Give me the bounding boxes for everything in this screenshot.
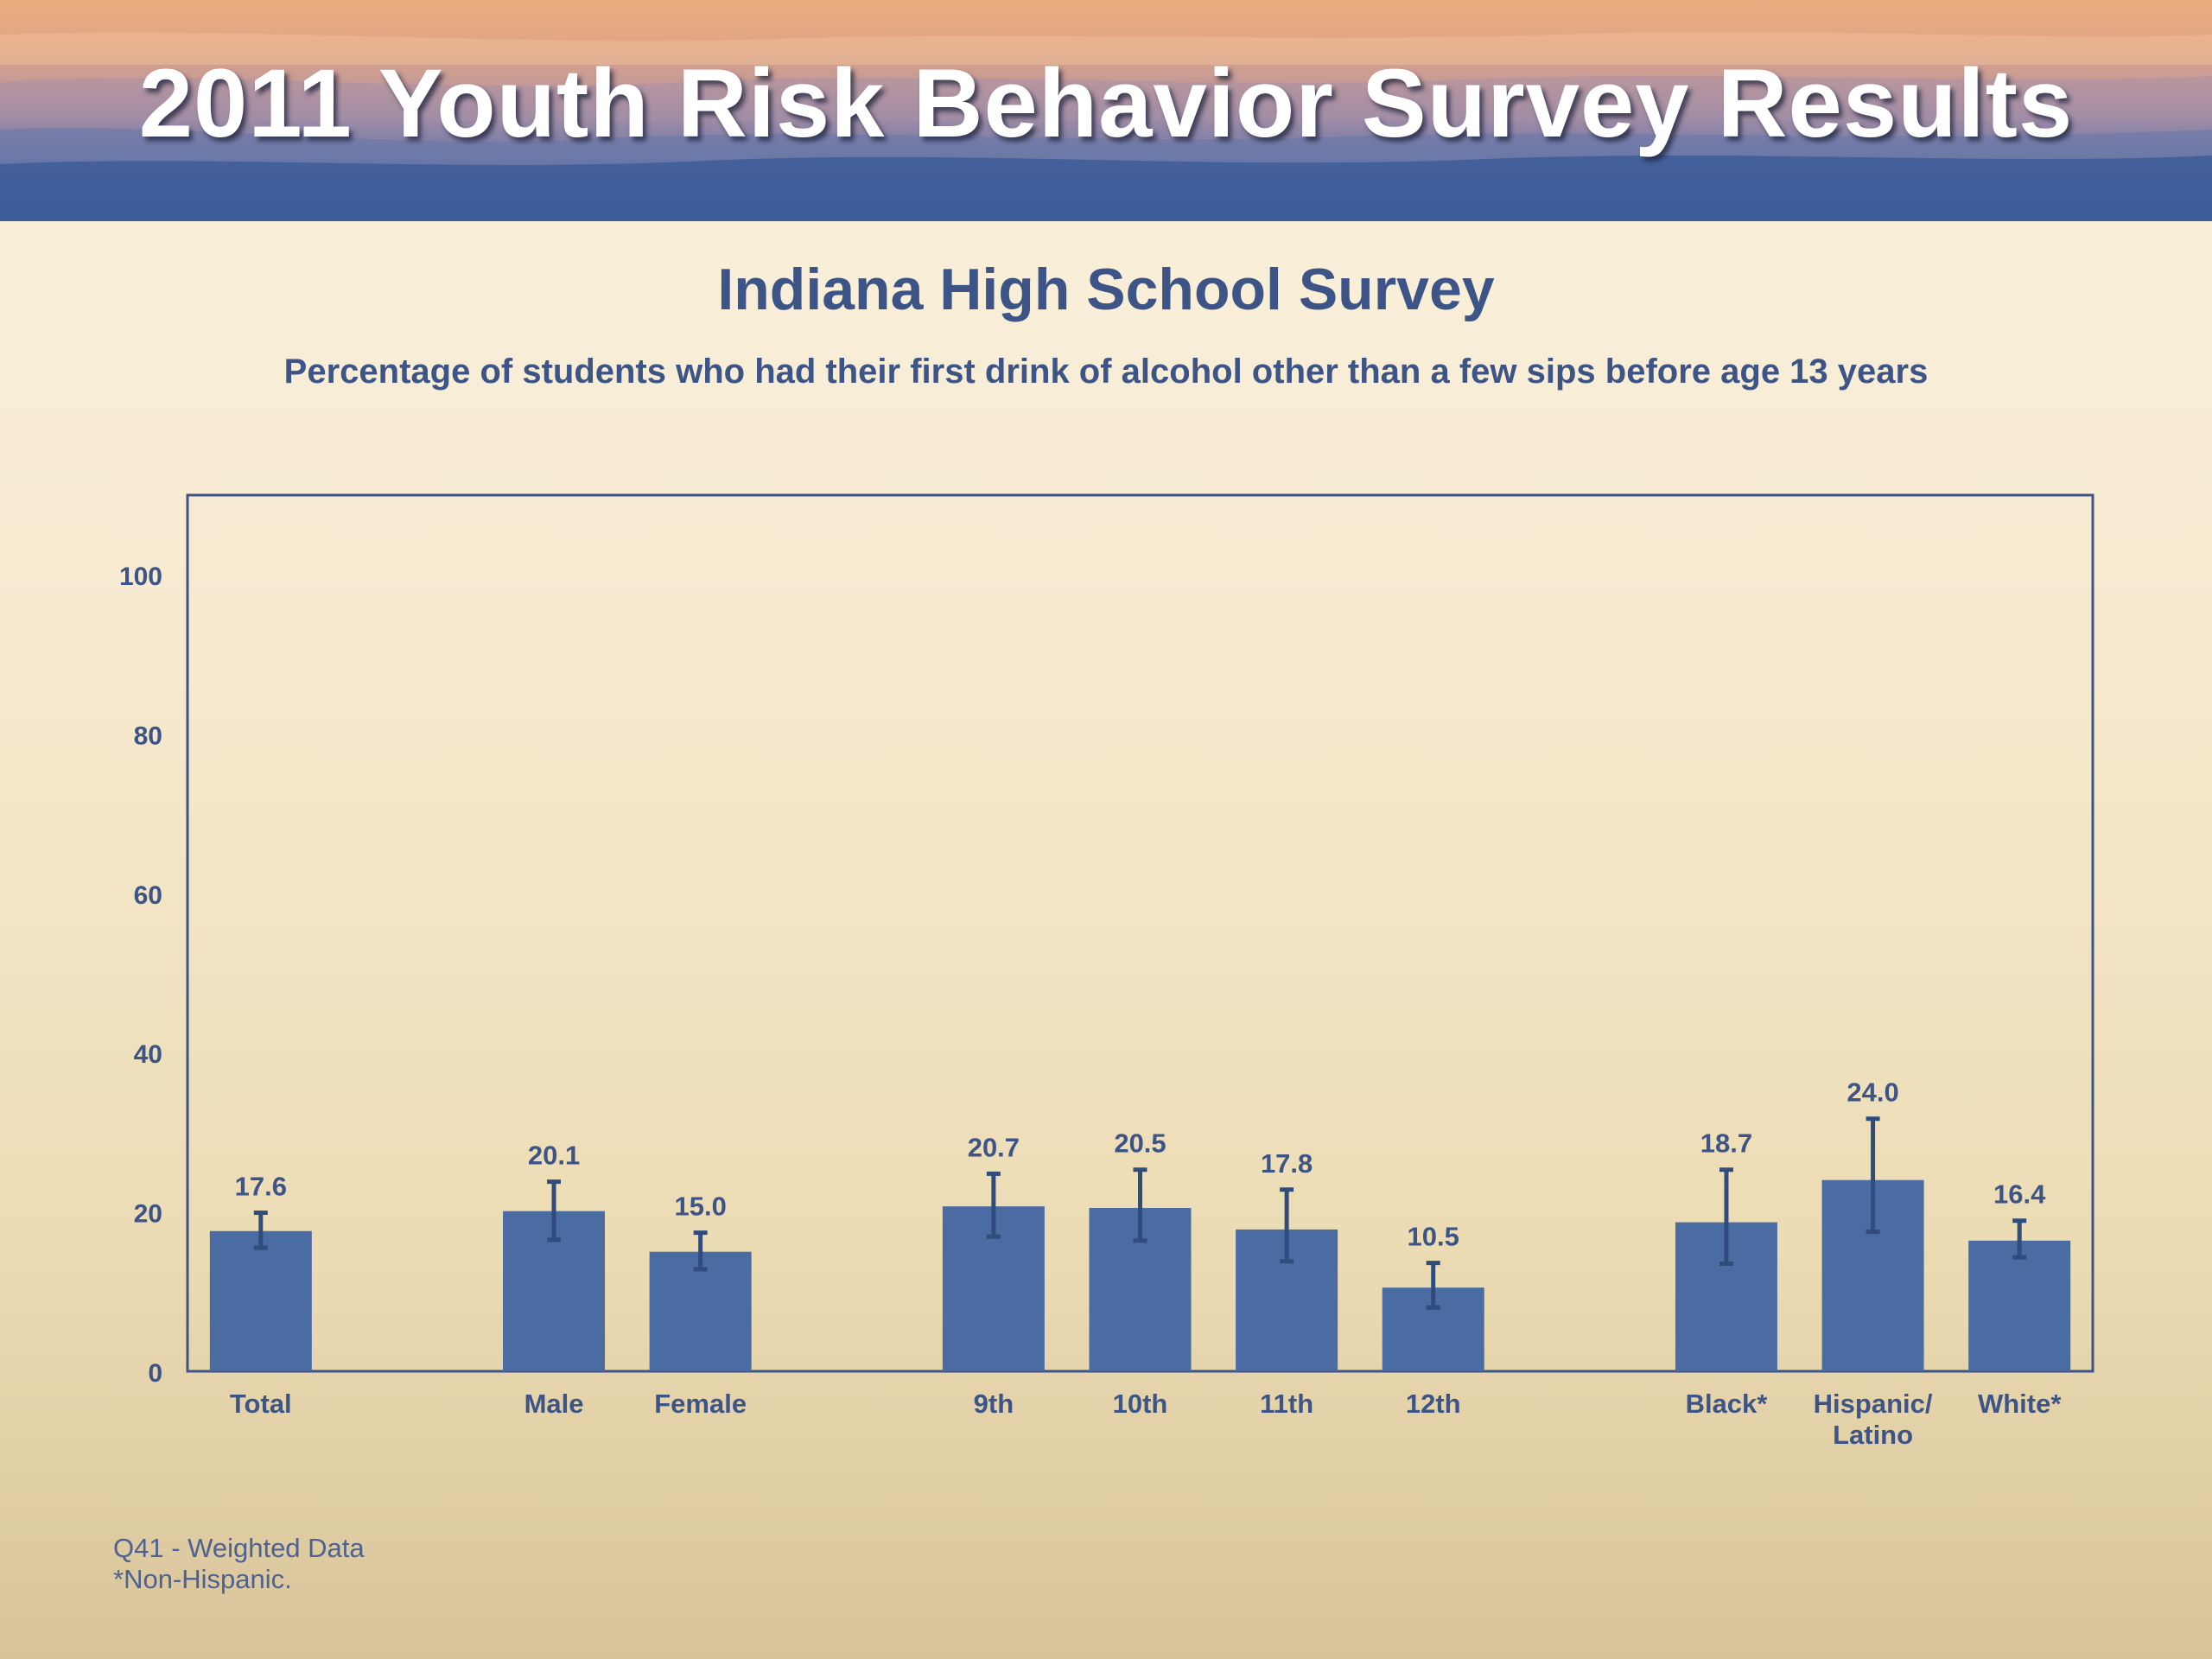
y-tick-label: 60 [134,881,162,910]
data-label: 17.8 [1261,1148,1313,1179]
chart-subtitle: Percentage of students who had their fir… [283,353,1929,391]
data-label: 15.0 [674,1192,726,1222]
data-label: 20.1 [528,1141,580,1171]
y-tick-label: 0 [148,1359,162,1388]
footnote-non-hispanic: *Non-Hispanic. [113,1564,292,1594]
x-tick-label: 11th [1260,1389,1313,1419]
x-tick-label: Hispanic/ [1814,1389,1933,1419]
header-banner: 2011 Youth Risk Behavior Survey Results [0,0,2212,221]
x-tick-label: Black* [1686,1389,1769,1419]
y-tick-label: 100 [119,563,162,591]
data-label: 18.7 [1700,1128,1752,1159]
x-tick-label: 12th [1406,1389,1461,1419]
footnote-source: Q41 - Weighted Data [113,1533,365,1563]
y-tick-label: 20 [134,1200,162,1229]
data-label: 24.0 [1847,1077,1898,1108]
banner-title: 2011 Youth Risk Behavior Survey Results [138,49,2074,157]
mountain-silhouette-graphic [0,31,2212,221]
data-label: 20.5 [1114,1128,1166,1159]
x-tick-label: 10th [1113,1389,1168,1419]
chart-title: Indiana High School Survey [717,257,1495,322]
bar [649,1251,752,1371]
bar [209,1230,312,1371]
y-tick-label: 80 [134,721,162,750]
data-label: 16.4 [1993,1179,2046,1210]
x-tick-label: Male [524,1389,584,1419]
data-label: 10.5 [1408,1222,1459,1252]
x-tick-label: Female [654,1389,747,1419]
x-tick-label: Total [230,1389,292,1419]
data-label: 17.6 [235,1172,287,1202]
x-tick-label: 9th [974,1389,1014,1419]
x-tick-label: Latino [1833,1420,1913,1450]
x-tick-label: White* [1978,1389,2062,1419]
data-label: 20.7 [968,1132,1020,1162]
y-tick-label: 40 [134,1040,162,1069]
bar [1968,1240,2071,1371]
